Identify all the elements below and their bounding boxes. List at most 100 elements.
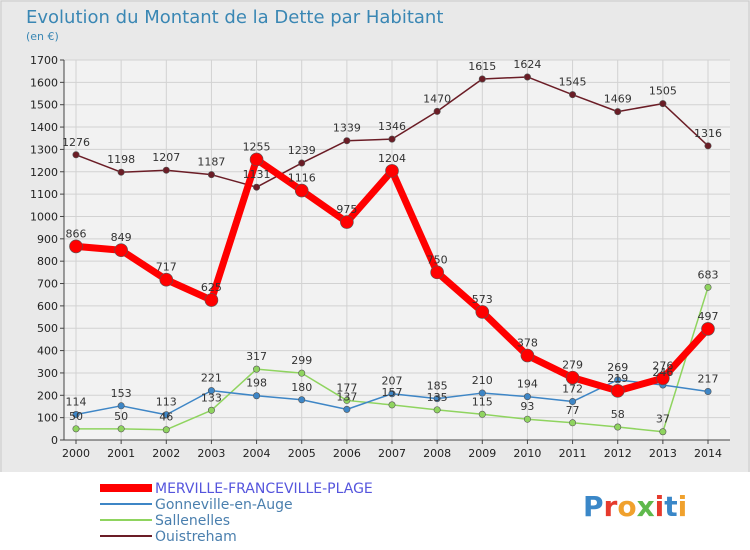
- data-point-ouistreham: [298, 159, 306, 167]
- legend: MERVILLE-FRANCEVILLE-PLAGEGonneville-en-…: [100, 481, 373, 545]
- data-point-merville-franceville-plage: [656, 371, 670, 386]
- data-point-ouistreham: [207, 171, 215, 179]
- data-label-sallenelles: 50: [114, 410, 128, 423]
- data-label-ouistreham: 1198: [107, 153, 135, 166]
- x-tick-label: 2001: [107, 447, 135, 460]
- data-label-merville-franceville-plage: 1204: [378, 152, 406, 165]
- data-point-merville-franceville-plage: [340, 215, 354, 229]
- y-tick-label: 1400: [30, 121, 58, 134]
- data-label-sallenelles: 93: [520, 400, 534, 413]
- data-point-sallenelles: [388, 401, 396, 409]
- data-label-ouistreham: 1505: [649, 85, 677, 98]
- grid-lines: [64, 59, 730, 441]
- data-labels: 1276 1198 1207 1187 1131 1239 1339 1346 1470 1615…: [62, 58, 722, 426]
- data-point-gonneville-en-auge: [117, 402, 125, 410]
- data-label-merville-franceville-plage: 219: [607, 372, 628, 385]
- y-tick-label: 1100: [30, 188, 58, 201]
- data-label-merville-franceville-plage: 573: [472, 293, 493, 306]
- data-point-gonneville-en-auge: [704, 387, 712, 395]
- data-point-sallenelles: [343, 396, 351, 404]
- data-label-merville-franceville-plage: 1116: [288, 172, 316, 185]
- data-point-ouistreham: [117, 168, 125, 176]
- y-tick-label: 1700: [30, 54, 58, 67]
- data-point-gonneville-en-auge: [343, 405, 351, 413]
- data-point-sallenelles: [614, 423, 622, 431]
- data-point-sallenelles: [253, 365, 261, 373]
- data-label-gonneville-en-auge: 137: [336, 390, 357, 403]
- data-point-gonneville-en-auge: [298, 396, 306, 404]
- x-tick-label: 2010: [513, 447, 541, 460]
- x-tick-label: 2000: [62, 447, 90, 460]
- data-label-sallenelles: 50: [69, 410, 83, 423]
- data-point-ouistreham: [162, 166, 170, 174]
- data-point-ouistreham: [614, 108, 622, 116]
- x-tick-label: 2002: [152, 447, 180, 460]
- x-tick-label: 2009: [468, 447, 496, 460]
- data-label-gonneville-en-auge: 114: [66, 396, 87, 409]
- data-label-sallenelles: 133: [201, 391, 222, 404]
- data-label-gonneville-en-auge: 194: [517, 378, 538, 391]
- data-label-ouistreham: 1624: [513, 58, 541, 71]
- x-tick-label: 2006: [333, 447, 361, 460]
- data-label-ouistreham: 1470: [423, 92, 451, 105]
- data-point-ouistreham: [388, 135, 396, 143]
- data-point-sallenelles: [207, 406, 215, 414]
- data-point-merville-franceville-plage: [475, 305, 490, 319]
- series-layer: [69, 73, 715, 436]
- data-point-sallenelles: [117, 425, 125, 433]
- data-label-merville-franceville-plage: 750: [427, 253, 448, 266]
- data-label-sallenelles: 58: [611, 408, 625, 421]
- x-tick-label: 2012: [604, 447, 632, 460]
- y-tick-label: 500: [37, 322, 58, 335]
- data-point-gonneville-en-auge: [253, 392, 261, 400]
- data-point-merville-franceville-plage: [520, 348, 535, 363]
- data-point-sallenelles: [569, 419, 577, 427]
- data-point-merville-franceville-plage: [294, 183, 309, 198]
- data-label-sallenelles: 135: [427, 391, 448, 404]
- data-label-sallenelles: 157: [382, 386, 403, 399]
- data-label-gonneville-en-auge: 269: [607, 361, 628, 374]
- data-label-gonneville-en-auge: 172: [562, 383, 583, 396]
- data-point-merville-franceville-plage: [159, 272, 174, 287]
- data-point-merville-franceville-plage: [69, 239, 83, 254]
- data-label-gonneville-en-auge: 153: [111, 387, 132, 400]
- data-label-ouistreham: 1615: [468, 60, 496, 73]
- y-tick-label: 400: [37, 345, 58, 358]
- y-tick-label: 600: [37, 300, 58, 313]
- data-point-gonneville-en-auge: [207, 387, 215, 395]
- data-label-sallenelles: 177: [336, 381, 357, 394]
- data-label-merville-franceville-plage: 625: [201, 281, 222, 294]
- y-tick-label: 200: [37, 389, 58, 402]
- x-tick-label: 2004: [243, 447, 271, 460]
- data-point-ouistreham: [343, 137, 351, 145]
- data-point-ouistreham: [704, 142, 712, 150]
- y-tick-label: 1000: [30, 210, 58, 223]
- data-label-ouistreham: 1207: [152, 151, 180, 164]
- legend-label-ouistreham: Ouistreham: [155, 529, 237, 545]
- data-label-sallenelles: 317: [246, 350, 267, 363]
- x-tick-label: 2011: [559, 447, 587, 460]
- data-label-merville-franceville-plage: 975: [336, 203, 357, 216]
- data-label-gonneville-en-auge: 246: [652, 366, 673, 379]
- data-point-sallenelles: [72, 425, 80, 433]
- data-label-gonneville-en-auge: 207: [382, 375, 403, 388]
- data-point-gonneville-en-auge: [569, 398, 577, 406]
- data-point-gonneville-en-auge: [523, 393, 531, 401]
- data-label-ouistreham: 1187: [197, 156, 225, 169]
- data-point-sallenelles: [523, 415, 531, 423]
- data-point-gonneville-en-auge: [162, 411, 170, 419]
- x-tick-label: 2005: [288, 447, 316, 460]
- x-tick-label: 2007: [378, 447, 406, 460]
- data-label-ouistreham: 1346: [378, 120, 406, 133]
- data-label-merville-franceville-plage: 276: [652, 359, 673, 372]
- x-tick-label: 2008: [423, 447, 451, 460]
- data-point-sallenelles: [298, 369, 306, 377]
- y-tick-label: 100: [37, 412, 58, 425]
- data-point-ouistreham: [433, 107, 441, 115]
- data-point-merville-franceville-plage: [610, 384, 625, 398]
- data-label-ouistreham: 1131: [243, 168, 271, 181]
- data-point-gonneville-en-auge: [478, 389, 486, 397]
- data-label-merville-franceville-plage: 1255: [243, 140, 271, 153]
- data-label-merville-franceville-plage: 849: [111, 231, 132, 244]
